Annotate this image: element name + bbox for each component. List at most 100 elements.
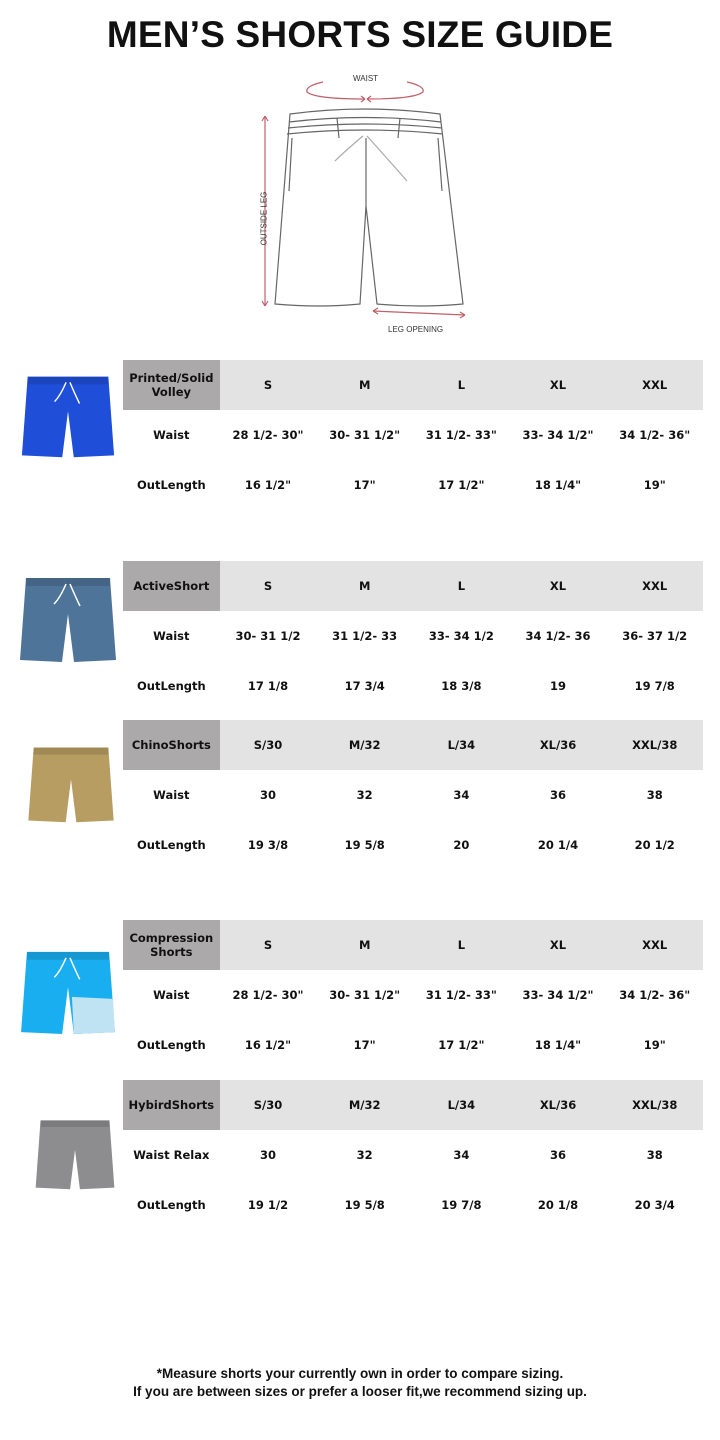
product-name: ChinoShorts: [123, 720, 220, 770]
size-header: L: [457, 378, 466, 392]
size-header: M: [358, 938, 371, 952]
table-cell: 17": [353, 478, 376, 492]
shorts-measurement-diagram: WAIST OUTSIDE LEG LEG OPENING: [235, 66, 495, 346]
table-header-row: Compression Shorts S M L XL XXL: [123, 920, 703, 970]
size-header: S/30: [253, 738, 283, 752]
size-header: L: [457, 938, 466, 952]
table-cell: 18 1/4": [534, 478, 582, 492]
table-cell: 16 1/2": [244, 478, 292, 492]
table-cell: 17 1/2": [438, 1038, 485, 1052]
table-cell: 19 5/8: [344, 838, 385, 852]
size-header: XL: [549, 378, 567, 392]
size-header: XXL/38: [632, 738, 678, 752]
row-label: OutLength: [136, 1038, 206, 1052]
table-cell: 19": [643, 478, 666, 492]
size-header: M: [358, 579, 371, 593]
table-cell: 19 7/8: [441, 1198, 482, 1212]
table-cell: 34 1/2- 36": [619, 988, 691, 1002]
table-cell: 31 1/2- 33: [332, 629, 398, 643]
table-cell: 20 1/2: [634, 838, 675, 852]
table-row: Waist 28 1/2- 30" 30- 31 1/2" 31 1/2- 33" 33…: [123, 970, 703, 1020]
row-label: OutLength: [136, 838, 206, 852]
size-header: XXL: [642, 378, 668, 392]
table-header-row: ActiveShort S M L XL XXL: [123, 561, 703, 611]
product-name: HybirdShorts: [123, 1080, 220, 1130]
size-header: XXL/38: [632, 1098, 678, 1112]
shorts-product-image: [35, 1120, 115, 1190]
row-label: Waist: [153, 629, 190, 643]
table-row: Waist 30 32 34 36 38: [123, 770, 703, 820]
table-cell: 34: [453, 1148, 470, 1162]
table-row: OutLength 17 1/8 17 3/4 18 3/8 19 19 7/8: [123, 661, 703, 711]
row-label: OutLength: [136, 478, 206, 492]
table-cell: 20 1/8: [537, 1198, 579, 1212]
size-header: S: [263, 579, 273, 593]
table-cell: 30: [260, 1148, 277, 1162]
table-header-row: HybirdShorts S/30 M/32 L/34 XL/36 XXL/38: [123, 1080, 703, 1130]
size-header: XL/36: [539, 1098, 577, 1112]
table-row: OutLength 16 1/2" 17" 17 1/2" 18 1/4" 19": [123, 460, 703, 510]
table-cell: 30- 31 1/2": [329, 428, 401, 442]
table-cell: 33- 34 1/2: [428, 629, 494, 643]
table-cell: 17": [353, 1038, 376, 1052]
size-header: M: [358, 378, 371, 392]
table-cell: 20 1/4: [537, 838, 579, 852]
table-cell: 19": [643, 1038, 666, 1052]
row-label: Waist: [153, 428, 190, 442]
row-label: OutLength: [136, 1198, 206, 1212]
shorts-outline-icon: [261, 81, 466, 319]
shorts-product-image: [28, 747, 114, 823]
table-row: OutLength 19 1/2 19 5/8 19 7/8 20 1/8 20 3/4: [123, 1180, 703, 1230]
table-cell: 30- 31 1/2: [235, 629, 301, 643]
product-name: Printed/Solid Volley: [123, 360, 220, 410]
table-row: OutLength 19 3/8 19 5/8 20 20 1/4 20 1/2: [123, 820, 703, 870]
table-cell: 17 1/8: [247, 679, 289, 693]
size-header: M/32: [348, 738, 381, 752]
table-cell: 34: [453, 788, 470, 802]
shorts-product-image: [21, 951, 115, 1035]
table-row: Waist 30- 31 1/2 31 1/2- 33 33- 34 1/2 34 1/…: [123, 611, 703, 661]
table-cell: 19 7/8: [634, 679, 675, 693]
table-cell: 33- 34 1/2": [522, 988, 594, 1002]
table-cell: 17 1/2": [438, 478, 485, 492]
footer-note-line2: If you are between sizes or prefer a loo…: [133, 1384, 587, 1399]
table-header-row: Printed/Solid Volley S M L XL XXL: [123, 360, 703, 410]
table-cell: 33- 34 1/2": [522, 428, 594, 442]
table-cell: 18 3/8: [441, 679, 482, 693]
product-name: ActiveShort: [123, 561, 220, 611]
table-cell: 32: [356, 788, 373, 802]
shorts-product-image: [20, 578, 116, 662]
table-cell: 19 1/2: [247, 1198, 289, 1212]
row-label: Waist: [153, 988, 190, 1002]
table-cell: 20 3/4: [634, 1198, 675, 1212]
table-cell: 19: [550, 679, 567, 693]
outside-leg-label: OUTSIDE LEG: [259, 191, 269, 246]
table-cell: 28 1/2- 30": [232, 428, 304, 442]
table-cell: 38: [646, 788, 663, 802]
table-cell: 34 1/2- 36": [619, 428, 691, 442]
size-header: L/34: [447, 738, 476, 752]
table-cell: 28 1/2- 30": [232, 988, 304, 1002]
size-header: S: [263, 938, 273, 952]
size-header: L/34: [447, 1098, 476, 1112]
product-name: Compression Shorts: [123, 920, 220, 970]
table-cell: 32: [356, 1148, 373, 1162]
size-header: XXL: [642, 938, 668, 952]
size-table: Printed/Solid Volley S M L XL XXL Waist 28 1/2-…: [123, 360, 703, 510]
size-header: XXL: [642, 579, 668, 593]
shorts-product-image: [21, 376, 115, 458]
table-cell: 36- 37 1/2: [622, 629, 688, 643]
table-cell: 17 3/4: [344, 679, 385, 693]
size-header: M/32: [348, 1098, 381, 1112]
page-title: MEN’S SHORTS SIZE GUIDE: [106, 14, 614, 55]
row-label: Waist: [153, 788, 190, 802]
table-cell: 36: [550, 1148, 567, 1162]
size-header: S: [263, 378, 273, 392]
row-label: OutLength: [136, 679, 206, 693]
table-cell: 38: [646, 1148, 663, 1162]
table-row: OutLength 16 1/2" 17" 17 1/2" 18 1/4" 19": [123, 1020, 703, 1070]
leg-opening-label: LEG OPENING: [388, 325, 444, 334]
table-cell: 18 1/4": [534, 1038, 582, 1052]
size-header: XL: [549, 938, 567, 952]
table-cell: 30: [260, 788, 277, 802]
